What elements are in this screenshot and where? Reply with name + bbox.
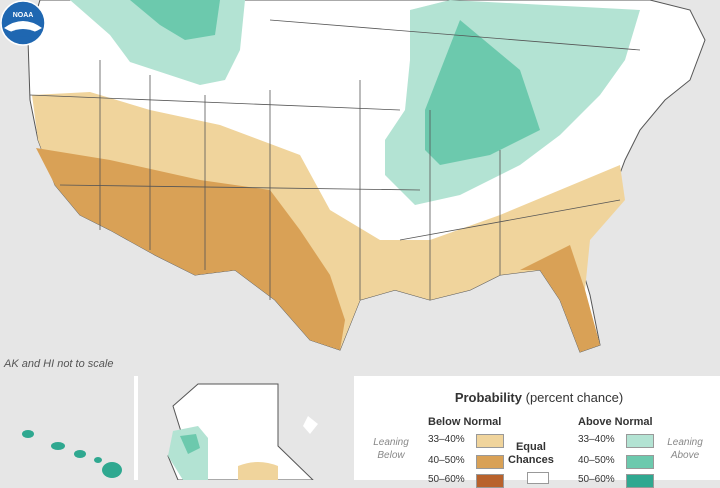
legend-equal-swatch [527, 472, 549, 484]
legend-equal-chances: Equal Chances [508, 441, 554, 467]
conus-map: AK and HI not to scale NOAA [0, 0, 706, 370]
legend-title-rest: (percent chance) [525, 390, 624, 405]
legend-leaning-below: Leaning Below [366, 436, 416, 462]
conus-map-svg [27, 0, 706, 353]
scale-note: AK and HI not to scale [4, 358, 114, 370]
legend-below-label-1: 33–40% [428, 434, 465, 445]
legend-above-swatch-2 [626, 455, 654, 469]
below-normal-33-40 [32, 92, 625, 352]
legend-above-swatch-3 [626, 474, 654, 488]
legend-below-item-2: 40–50% [428, 455, 465, 466]
below-normal-40-50 [36, 148, 345, 350]
legend-above-header: Above Normal [578, 416, 653, 428]
legend: Probability (percent chance) Below Norma… [358, 376, 720, 488]
leaning-below-line2: Below [377, 450, 405, 461]
legend-above-item-2: 40–50% [578, 455, 615, 466]
legend-below-label-2: 40–50% [428, 455, 465, 466]
leaning-above-line1: Leaning [667, 437, 703, 448]
leaning-below-line1: Leaning [373, 437, 409, 448]
legend-below-header: Below Normal [428, 416, 502, 428]
legend-above-label-1: 33–40% [578, 434, 615, 445]
noaa-logo-icon: NOAA [0, 0, 46, 46]
legend-below-swatch-3 [476, 474, 504, 488]
legend-below-item-1: 33–40% [428, 434, 465, 445]
legend-title: Probability (percent chance) [358, 390, 720, 405]
legend-below-swatch-1 [476, 434, 504, 448]
legend-above-item-1: 33–40% [578, 434, 615, 445]
alaska-below-normal [238, 462, 278, 480]
legend-below-swatch-2 [476, 455, 504, 469]
state-borders [29, 19, 641, 300]
equal-chances-line2: Chances [508, 454, 554, 466]
legend-above-label-2: 40–50% [578, 455, 615, 466]
equal-chances-line1: Equal [515, 441, 546, 453]
legend-leaning-above: Leaning Above [660, 436, 710, 462]
svg-text:NOAA: NOAA [13, 12, 34, 19]
legend-above-swatch-1 [626, 434, 654, 448]
hawaii-island [22, 430, 34, 438]
legend-title-bold: Probability [454, 390, 522, 405]
leaning-above-line2: Above [670, 450, 700, 461]
hawaii-map-svg [22, 430, 122, 478]
bottom-row: Probability (percent chance) Below Norma… [0, 376, 720, 488]
alaska-map-svg [167, 383, 318, 481]
alaska-inset [138, 376, 354, 481]
hawaii-inset [0, 376, 134, 480]
